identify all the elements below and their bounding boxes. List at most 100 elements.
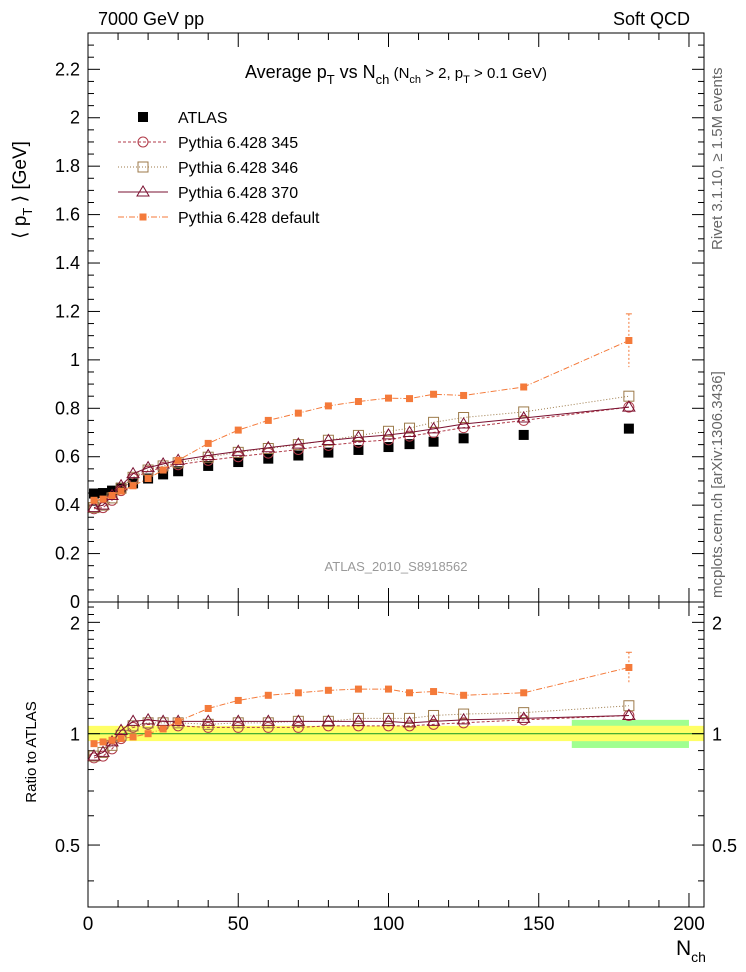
legend-marker [138, 112, 148, 122]
data-point [291, 437, 306, 449]
data-point [458, 411, 470, 423]
data-point [404, 439, 415, 450]
main-panel: 0 0.2 0.4 0.6 0.8 1 1.2 1.4 1.6 1.8 2 2.2 Average p… [10, 32, 705, 612]
data-point [456, 417, 471, 429]
data-point [263, 453, 274, 464]
xlabel-sub: ch [691, 949, 706, 965]
analysis-watermark: ATLAS_2010_S8918562 [325, 559, 468, 574]
data-point [381, 427, 396, 440]
ratio-point [141, 712, 155, 725]
ratio-point [404, 712, 416, 724]
legend-marker [139, 213, 147, 221]
ratio-point [129, 733, 137, 741]
ratio-uncertainty-band [88, 719, 704, 748]
ratio-ylabel: Ratio to ATLAS [23, 701, 40, 802]
ratio-xtick-label: 50 [228, 914, 249, 935]
title-cond1: (N [389, 65, 409, 82]
main-axes: 0 0.2 0.4 0.6 0.8 1 1.2 1.4 1.6 1.8 2 2.2 [55, 32, 704, 612]
ratio-point [351, 714, 366, 726]
ratio-point [426, 714, 441, 726]
data-point [384, 394, 392, 402]
data-point [402, 425, 417, 438]
data-point [353, 444, 364, 455]
ratio-series-tune370 [87, 708, 636, 761]
data-point [159, 466, 167, 474]
process-label: Soft QCD [613, 9, 690, 29]
ratio-point [231, 714, 246, 726]
data-point [107, 485, 118, 496]
ratio-point [156, 714, 171, 726]
data-point [89, 488, 100, 499]
main-ytick-label: 1.4 [55, 253, 80, 273]
ratio-series-default [90, 651, 633, 748]
ratio-point [126, 714, 140, 726]
title-cond3: > 0.1 GeV) [470, 65, 547, 82]
series-data [89, 423, 634, 499]
series-default [90, 313, 633, 504]
ratio-point [90, 740, 98, 748]
ratio-point [520, 689, 528, 697]
data-point [203, 460, 214, 471]
ratio-xlabel: Nch [676, 937, 706, 965]
ratio-point [324, 686, 332, 694]
ratio-point [430, 688, 438, 696]
data-point [428, 416, 440, 428]
data-point [623, 390, 635, 402]
ratio-point [516, 711, 531, 723]
data-point [141, 460, 155, 473]
data-point [264, 416, 272, 424]
ratio-xtick-label: 150 [523, 914, 555, 935]
data-point [458, 433, 469, 444]
legend: ATLAS Pythia 6.428 345 Pythia 6.428 346 Pyt… [118, 110, 320, 227]
rivet-label: Rivet 3.1.10, ≥ 1.5M events [709, 68, 726, 251]
ylabel-sub: T [20, 208, 35, 216]
data-point [87, 500, 101, 513]
legend-marker [136, 185, 150, 197]
series-tune370 [87, 400, 636, 513]
ylabel-post: ⟩ [GeV] [10, 141, 31, 208]
legend-entry-tune346: Pythia 6.428 346 [118, 160, 298, 177]
ratio-xtick-label: 200 [673, 914, 705, 935]
ratio-point [114, 723, 128, 736]
data-point [383, 442, 394, 453]
legend-entry-tune345: Pythia 6.428 345 [118, 135, 298, 152]
data-point [323, 447, 334, 458]
title-cond-sub2: T [463, 74, 470, 86]
data-point [621, 400, 636, 412]
ratio-point [382, 712, 394, 724]
data-point [625, 337, 633, 345]
ratio-series-line [93, 667, 629, 745]
ratio-point [518, 707, 530, 719]
ratio-point [264, 691, 272, 699]
ratio-point [97, 746, 109, 758]
ratio-frame [87, 601, 705, 908]
data-point [293, 450, 304, 461]
main-ytick-label: 1 [70, 350, 80, 370]
ratio-point [201, 714, 216, 726]
data-point [623, 423, 634, 434]
legend-label: Pythia 6.428 345 [178, 135, 298, 152]
data-point [96, 498, 110, 510]
main-ytick-label: 0.6 [55, 447, 80, 467]
ratio-xtick-label: 0 [83, 914, 94, 935]
data-point [518, 406, 530, 418]
main-series-group [87, 313, 636, 515]
data-point [117, 487, 125, 495]
main-ytick-label: 0 [70, 592, 80, 612]
ratio-point [234, 696, 242, 704]
ratio-ytick-label-right: 2 [712, 613, 722, 633]
energy-label: 7000 GeV pp [98, 9, 204, 29]
data-point [129, 482, 137, 490]
main-ytick-label: 0.4 [55, 495, 80, 515]
ratio-series-group [87, 651, 636, 764]
ratio-point [352, 712, 364, 724]
ratio-point [428, 709, 440, 721]
main-ytick-label: 0.8 [55, 398, 80, 418]
data-point [428, 436, 439, 447]
ratio-point [159, 725, 167, 733]
ratio-point [292, 721, 304, 733]
data-point [404, 422, 416, 434]
ratio-point [87, 749, 101, 761]
series-line [93, 395, 629, 509]
